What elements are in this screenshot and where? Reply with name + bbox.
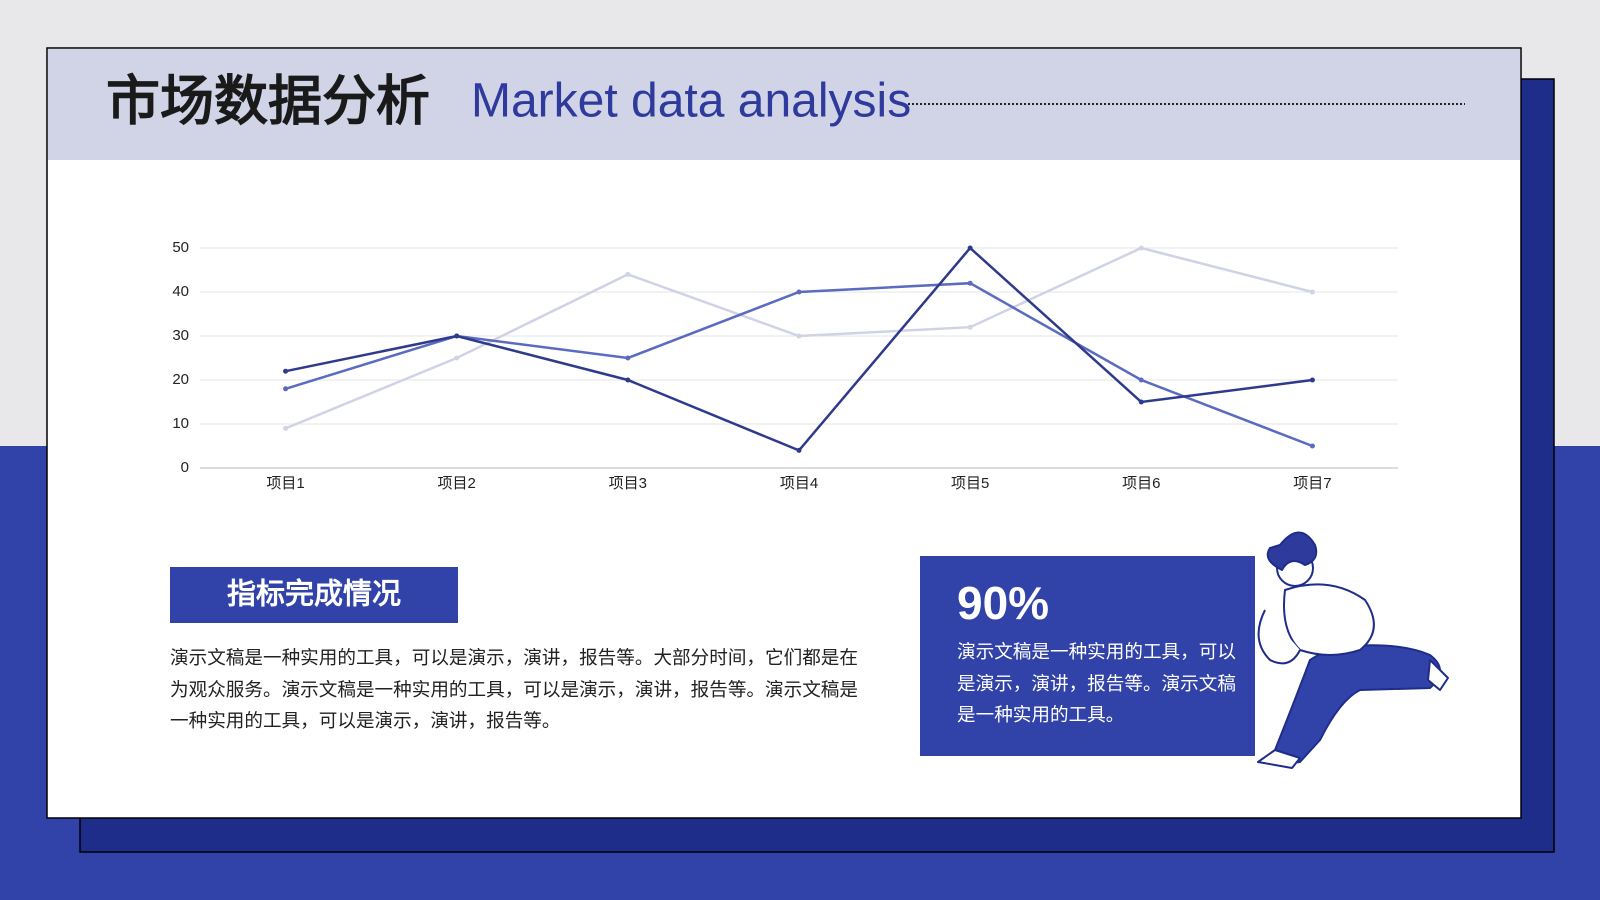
data-point: [283, 425, 289, 431]
data-point: [967, 245, 973, 251]
y-tick-label: 20: [172, 371, 189, 388]
callout-value: 90%: [957, 577, 1049, 629]
section-heading: 指标完成情况: [227, 577, 401, 611]
y-tick-label: 30: [172, 327, 189, 344]
x-tick-label: 项目2: [438, 475, 476, 492]
data-point: [796, 333, 802, 339]
section-heading-box: [170, 567, 458, 623]
data-point: [1309, 443, 1315, 449]
y-tick-label: 10: [172, 415, 189, 432]
callout-box: [920, 556, 1255, 756]
data-point: [1138, 377, 1144, 383]
data-point: [454, 333, 460, 339]
data-point: [796, 447, 802, 453]
data-point: [1309, 377, 1315, 383]
data-point: [1138, 245, 1144, 251]
data-point: [625, 355, 631, 361]
section-text: 演示文稿是一种实用的工具，可以是演示，演讲，报告等。大部分时间，它们都是在为观众…: [170, 647, 858, 732]
data-point: [796, 289, 802, 295]
data-point: [283, 368, 289, 374]
y-tick-label: 0: [181, 459, 189, 476]
data-point: [454, 355, 460, 361]
title: 市场数据分析: [106, 71, 430, 131]
y-tick-label: 50: [172, 239, 189, 256]
data-point: [625, 377, 631, 383]
illustration: [1257, 531, 1449, 769]
header-band: [48, 49, 1520, 160]
x-tick-label: 项目7: [1293, 475, 1331, 492]
y-tick-label: 40: [172, 283, 189, 300]
data-point: [1138, 399, 1144, 405]
x-tick-label: 项目3: [609, 475, 647, 492]
data-point: [283, 386, 289, 392]
callout-text: 演示文稿是一种实用的工具，可以是演示，演讲，报告等。演示文稿是一种实用的工具。: [957, 641, 1236, 726]
data-point: [1309, 289, 1315, 295]
x-tick-label: 项目5: [951, 475, 989, 492]
data-point: [625, 271, 631, 277]
data-point: [967, 324, 973, 330]
x-tick-label: 项目1: [266, 475, 304, 492]
data-point: [967, 280, 973, 286]
subtitle: Market data analysis: [471, 75, 911, 128]
x-tick-label: 项目4: [780, 475, 818, 492]
x-tick-label: 项目6: [1122, 475, 1160, 492]
